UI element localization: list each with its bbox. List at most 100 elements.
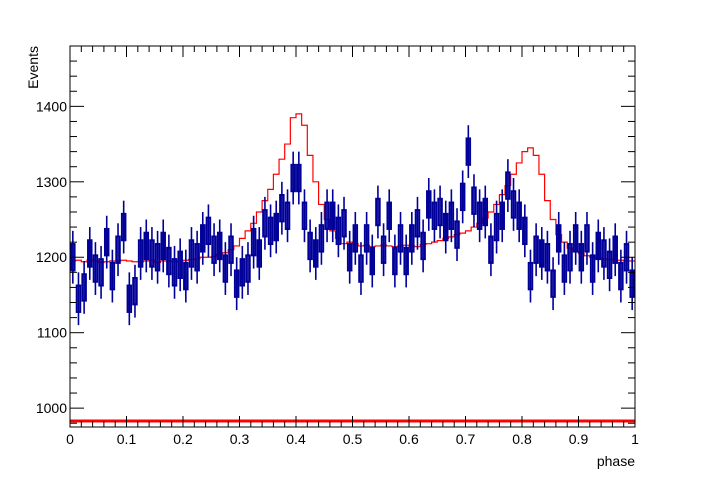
data-point [290, 151, 296, 205]
data-point [488, 223, 494, 277]
data-point [482, 185, 489, 239]
data-point [279, 181, 285, 235]
data-point [459, 170, 466, 224]
data-point [239, 245, 246, 299]
data-box [211, 235, 217, 264]
data-box [375, 197, 381, 227]
data-box [493, 212, 500, 242]
data-box [471, 186, 477, 215]
data-point [589, 242, 596, 295]
data-point [132, 264, 138, 318]
data-box [250, 227, 257, 257]
data-box [75, 284, 82, 313]
data-box [341, 209, 347, 238]
data-point [301, 189, 308, 243]
data-box [392, 246, 398, 276]
data-point [324, 189, 330, 243]
data-box [335, 216, 342, 246]
y-axis-title: Events [25, 46, 41, 89]
x-tick-label: 0.4 [286, 431, 306, 447]
data-box [267, 216, 274, 246]
data-point [618, 249, 624, 303]
data-box [589, 254, 596, 283]
data-box [431, 201, 438, 230]
data-point [346, 230, 353, 284]
data-box [606, 250, 613, 279]
data-box [612, 235, 618, 264]
data-box [346, 243, 353, 272]
data-box [516, 201, 522, 230]
data-box [409, 224, 415, 253]
data-point [75, 272, 82, 326]
data-box [329, 201, 336, 230]
data-box [527, 261, 534, 291]
data-box [245, 254, 251, 283]
data-box [567, 243, 573, 272]
data-point [296, 151, 302, 205]
data-point [98, 245, 104, 299]
data-point [267, 204, 274, 258]
data-point [137, 227, 144, 280]
data-box [92, 254, 99, 283]
axis-ticks-group [69, 45, 636, 427]
data-point [335, 204, 342, 258]
data-point [386, 189, 392, 243]
data-box [103, 227, 110, 257]
data-point [194, 230, 200, 284]
data-point [550, 257, 556, 311]
x-tick-label: 0 [66, 431, 74, 447]
data-box [420, 231, 426, 261]
data-point [256, 227, 263, 280]
data-box [618, 261, 624, 291]
y-tick-label: 1400 [36, 98, 67, 114]
data-series-group [70, 125, 635, 326]
data-point [527, 249, 534, 303]
data-point [533, 223, 539, 277]
data-point [397, 211, 404, 265]
data-point [216, 219, 223, 273]
data-point [245, 242, 251, 295]
data-point [284, 189, 291, 243]
x-tick-label: 0.8 [512, 431, 532, 447]
data-box [555, 224, 562, 253]
data-point [318, 211, 325, 265]
data-box [601, 239, 607, 268]
data-box [539, 239, 545, 268]
data-point [431, 189, 438, 243]
x-tick-label: 0.9 [569, 431, 589, 447]
data-point [103, 215, 110, 269]
data-point [115, 223, 121, 277]
data-box [216, 231, 223, 261]
data-box [437, 197, 443, 227]
data-box [279, 194, 285, 223]
data-point [426, 178, 432, 231]
data-box [369, 246, 376, 276]
data-point [516, 189, 522, 243]
data-box [177, 250, 183, 279]
data-point [177, 238, 183, 292]
data-point [539, 227, 545, 280]
data-box [352, 224, 359, 253]
data-box [98, 258, 104, 287]
data-box [149, 239, 155, 268]
data-box [313, 239, 319, 268]
data-point [476, 189, 483, 243]
data-point [211, 223, 217, 277]
data-box [143, 231, 150, 261]
data-box [561, 254, 568, 283]
data-box [228, 235, 234, 264]
data-point [183, 249, 189, 303]
data-point [222, 242, 229, 295]
data-box [296, 163, 302, 193]
data-point [448, 189, 455, 243]
data-point [120, 200, 127, 254]
y-tick-labels: 1000 1100 1200 1300 1400 [36, 98, 67, 416]
data-box [572, 224, 579, 253]
x-tick-label: 1 [631, 431, 639, 447]
data-box [380, 235, 387, 264]
data-box [222, 254, 229, 283]
x-tick-label: 0.7 [456, 431, 476, 447]
data-point [612, 223, 618, 277]
